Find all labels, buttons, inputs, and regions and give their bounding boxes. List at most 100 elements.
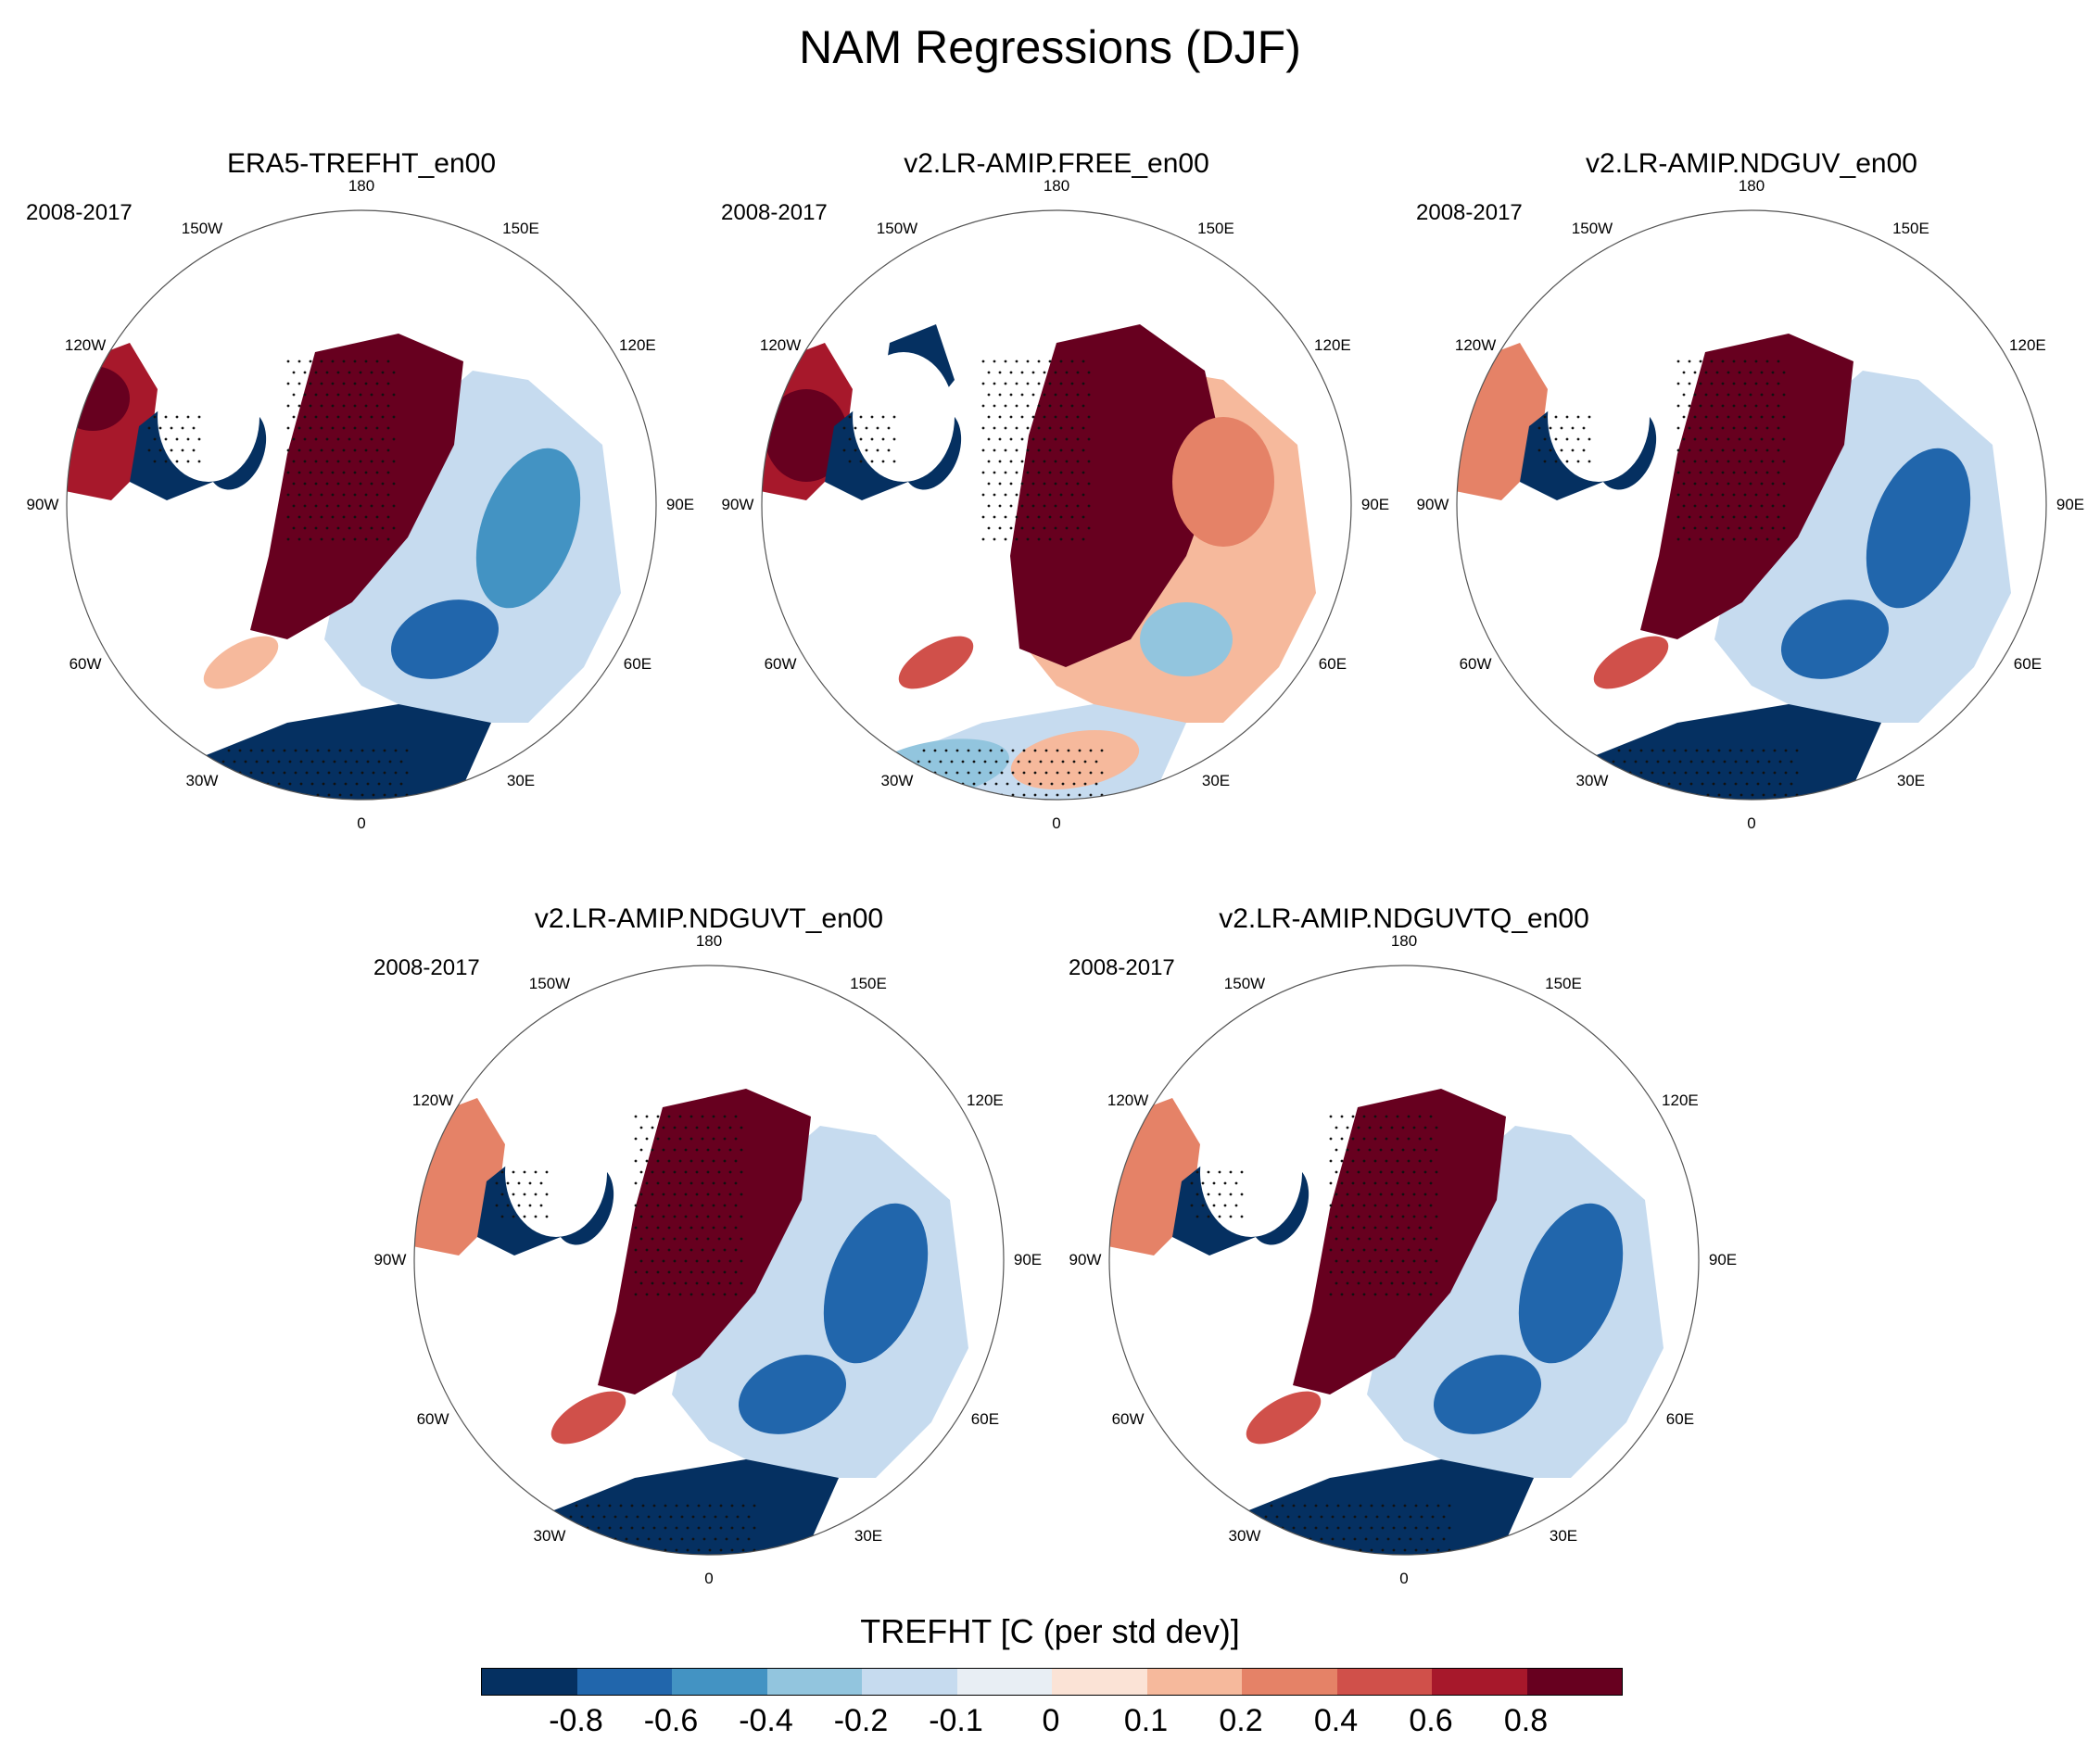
stipple-dot	[1401, 1259, 1405, 1263]
stipple-dot	[662, 1237, 665, 1241]
stipple-dot	[227, 749, 231, 752]
stipple-dot	[1728, 749, 1732, 752]
stipple-dot	[695, 1237, 699, 1241]
stipple-dot	[848, 415, 852, 419]
stipple-dot	[1688, 382, 1691, 385]
stipple-dot	[1684, 793, 1688, 797]
stipple-dot	[1033, 793, 1037, 797]
stipple-dot	[297, 537, 301, 541]
stipple-dot	[359, 371, 362, 374]
stipple-dot	[1414, 1504, 1418, 1508]
panel-title: v2.LR-AMIP.NDGUV_en00	[1586, 148, 1917, 179]
stipple-dot	[876, 426, 879, 430]
stipple-dot	[1751, 793, 1754, 797]
stipple-dot	[675, 1504, 678, 1508]
stipple-dot	[1004, 537, 1007, 541]
stipple-dot	[1004, 404, 1007, 408]
stipple-dot	[370, 437, 373, 441]
stipple-dot	[1340, 1226, 1344, 1230]
stipple-dot	[1281, 1504, 1284, 1508]
field-layer	[1457, 210, 2046, 800]
stipple-dot	[1070, 515, 1074, 519]
colorbar-tick-label: 0.1	[1123, 1703, 1169, 1738]
stipple-dot	[1067, 749, 1070, 752]
stipple-dot	[1362, 1181, 1366, 1185]
stipple-dot	[1335, 1148, 1338, 1152]
stipple-dot	[1031, 482, 1035, 486]
stipple-dot	[662, 1215, 665, 1218]
stipple-dot	[364, 515, 368, 519]
stipple-dot	[967, 793, 970, 797]
stipple-dot	[370, 504, 373, 508]
stipple-dot	[1346, 1148, 1349, 1152]
stipple-dot	[1059, 471, 1063, 474]
stipple-dot	[689, 1226, 693, 1230]
stipple-dot	[1721, 537, 1725, 541]
stipple-dot	[1359, 1504, 1362, 1508]
stipple-dot	[1429, 1115, 1433, 1118]
stipple-dot	[1554, 460, 1558, 463]
stipple-dot	[1429, 1159, 1433, 1163]
stipple-dot	[1710, 515, 1714, 519]
stipple-dot	[1442, 1515, 1446, 1519]
stipple-dot	[1385, 1226, 1388, 1230]
stipple-dot	[1190, 1204, 1194, 1207]
stipple-dot	[386, 360, 390, 363]
stipple-dot	[1076, 482, 1080, 486]
stipple-dot	[1412, 1281, 1416, 1285]
stipple-dot	[1020, 482, 1024, 486]
stipple-dot	[1721, 515, 1725, 519]
stipple-dot	[734, 1270, 738, 1274]
stipple-dot	[740, 1215, 743, 1218]
stipple-dot	[634, 1115, 638, 1118]
stipple-dot	[1617, 793, 1621, 797]
stipple-dot	[342, 404, 346, 408]
stipple-dot	[993, 426, 996, 430]
stipple-dot	[1773, 749, 1777, 752]
stipple-dot	[859, 460, 863, 463]
stipple-dot	[625, 1537, 628, 1541]
stipple-dot	[244, 782, 247, 786]
stipple-dot	[706, 1170, 710, 1174]
stipple-dot	[658, 1515, 662, 1519]
stipple-dot	[344, 782, 348, 786]
stipple-dot	[1617, 771, 1621, 775]
stipple-dot	[1754, 471, 1758, 474]
longitude-label: 90W	[373, 1251, 407, 1268]
stipple-dot	[1396, 1270, 1399, 1274]
stipple-dot	[1710, 360, 1714, 363]
stipple-dot	[887, 448, 891, 452]
stipple-dot	[383, 793, 386, 797]
stipple-dot	[1026, 382, 1030, 385]
stipple-dot	[331, 493, 335, 497]
stipple-dot	[292, 526, 296, 530]
stipple-dot	[993, 515, 996, 519]
subtropical-band	[1237, 1459, 1534, 1555]
alaska-core	[67, 366, 130, 431]
stipple-dot	[881, 437, 885, 441]
stipple-dot	[1436, 1526, 1440, 1530]
stipple-dot	[1297, 1537, 1301, 1541]
stipple-dot	[1314, 1504, 1318, 1508]
stipple-dot	[1688, 493, 1691, 497]
europe-fringe	[1246, 1391, 1322, 1445]
stipple-dot	[523, 1215, 526, 1218]
stipple-dot	[164, 437, 168, 441]
stipple-dot	[1723, 782, 1727, 786]
stipple-dot	[534, 1192, 538, 1196]
stipple-dot	[706, 1259, 710, 1263]
stipple-dot	[645, 1159, 649, 1163]
stipple-dot	[678, 1137, 682, 1141]
stipple-dot	[1381, 1504, 1385, 1508]
stipple-dot	[575, 1526, 578, 1530]
stipple-dot	[1418, 1181, 1422, 1185]
stipple-dot	[1760, 504, 1764, 508]
stipple-dot	[1329, 1137, 1333, 1141]
stipple-dot	[372, 771, 375, 775]
longitude-label: 30W	[1575, 771, 1609, 789]
stipple-dot	[1401, 1281, 1405, 1285]
stipple-dot	[1054, 415, 1057, 419]
stipple-dot	[197, 437, 201, 441]
stipple-dot	[684, 1215, 688, 1218]
stipple-dot	[1017, 782, 1020, 786]
